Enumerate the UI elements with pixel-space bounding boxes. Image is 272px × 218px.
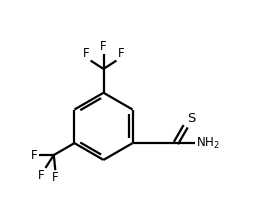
Text: NH$_2$: NH$_2$: [196, 136, 220, 151]
Text: F: F: [83, 47, 89, 60]
Text: F: F: [52, 171, 59, 184]
Text: F: F: [118, 47, 124, 60]
Text: F: F: [31, 148, 38, 162]
Text: F: F: [100, 40, 107, 53]
Text: S: S: [187, 112, 195, 125]
Text: F: F: [38, 169, 44, 182]
